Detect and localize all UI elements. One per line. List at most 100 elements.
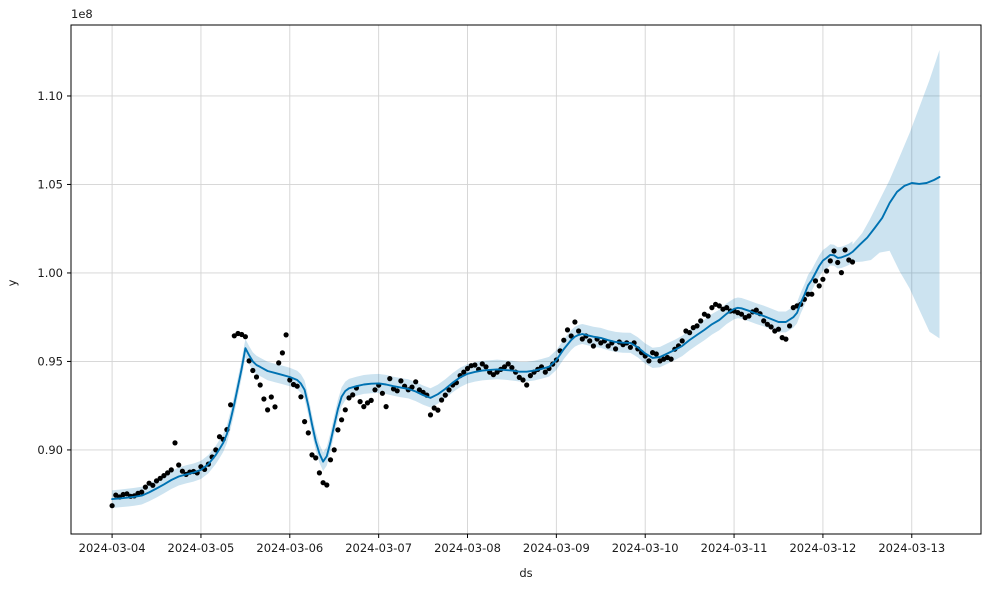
x-tick-label: 2024-03-08	[434, 541, 501, 555]
observed-point	[768, 324, 774, 330]
observed-point	[716, 303, 722, 309]
observed-point	[172, 440, 178, 446]
x-tick-label: 2024-03-12	[789, 541, 856, 555]
observed-point	[613, 346, 619, 352]
observed-point	[368, 397, 374, 403]
observed-point	[831, 248, 837, 254]
observed-point	[527, 373, 534, 379]
observed-point	[668, 356, 674, 362]
observed-point	[161, 473, 167, 479]
observed-point	[505, 361, 511, 367]
observed-point	[520, 377, 526, 383]
observed-point	[413, 379, 419, 385]
x-tick-label: 2024-03-11	[701, 541, 768, 555]
observed-point	[357, 399, 363, 405]
observed-point	[231, 333, 237, 339]
observed-point	[653, 351, 659, 357]
observed-point	[153, 478, 160, 484]
y-tick-label: 1.10	[37, 89, 63, 103]
observed-point	[364, 400, 371, 406]
observed-point	[379, 390, 385, 396]
y-tick-label: 0.90	[37, 443, 63, 457]
observed-point	[787, 323, 793, 329]
observed-point	[590, 343, 597, 349]
observed-point	[139, 489, 145, 495]
observed-point	[764, 321, 771, 327]
observed-point	[305, 430, 311, 436]
x-axis-label: ds	[519, 566, 532, 580]
observed-point	[464, 365, 471, 372]
observed-point	[246, 358, 252, 364]
observed-point	[324, 482, 330, 488]
observed-point	[298, 394, 304, 400]
observed-point	[109, 503, 115, 509]
observed-point	[327, 457, 334, 463]
observed-point	[394, 388, 400, 394]
observed-point	[820, 276, 826, 282]
observed-point	[561, 337, 567, 343]
observed-point	[157, 475, 163, 481]
observed-point	[257, 382, 263, 388]
observed-point	[242, 334, 248, 340]
observed-point	[724, 305, 730, 311]
y-axis-offset-label: 1e8	[71, 7, 93, 21]
observed-point	[761, 318, 767, 324]
observed-point	[627, 344, 634, 350]
observed-point	[694, 323, 700, 329]
observed-point	[461, 369, 467, 375]
observed-point	[605, 343, 611, 349]
observed-point	[783, 336, 789, 342]
observed-point	[516, 374, 522, 380]
observed-point	[268, 394, 274, 400]
observed-point	[687, 330, 693, 336]
observed-point	[124, 491, 130, 497]
observed-point	[272, 404, 278, 410]
observed-point	[165, 470, 171, 476]
observed-point	[283, 332, 289, 338]
observed-point	[568, 333, 574, 339]
observed-point	[276, 360, 282, 366]
observed-point	[331, 447, 337, 453]
observed-point	[709, 305, 715, 311]
x-tick-label: 2024-03-07	[345, 541, 412, 555]
observed-point	[383, 404, 389, 410]
observed-point	[309, 452, 315, 458]
observed-point	[564, 327, 571, 333]
x-tick-label: 2024-03-09	[523, 541, 590, 555]
observed-point	[587, 338, 593, 344]
observed-point	[805, 291, 811, 297]
observed-point	[490, 372, 496, 378]
observed-point	[294, 383, 300, 389]
x-tick-label: 2024-03-06	[256, 541, 323, 555]
observed-point	[753, 307, 759, 313]
observed-point	[250, 367, 256, 374]
observed-point	[179, 468, 185, 474]
observed-point	[838, 270, 845, 276]
y-tick-label: 1.00	[37, 266, 63, 280]
observed-point	[576, 328, 582, 334]
observed-point	[372, 387, 378, 393]
observed-point	[483, 364, 489, 370]
y-axis-label: y	[5, 279, 19, 286]
observed-point	[427, 412, 434, 418]
observed-point	[265, 407, 271, 413]
observed-point	[313, 455, 319, 461]
observed-point	[409, 384, 415, 390]
observed-point	[339, 417, 345, 423]
observed-point	[342, 407, 348, 413]
observed-point	[335, 427, 341, 433]
y-tick-label: 1.05	[37, 177, 63, 191]
observed-point	[501, 364, 508, 370]
observed-point	[435, 407, 441, 413]
observed-point	[346, 395, 352, 401]
observed-point	[361, 404, 367, 410]
observed-point	[524, 382, 530, 388]
observed-point	[705, 313, 711, 319]
observed-point	[809, 291, 815, 297]
axes-frame	[70, 24, 982, 535]
observed-point	[775, 326, 782, 332]
grid-layer	[71, 25, 981, 534]
x-tick-label: 2024-03-05	[168, 541, 235, 555]
